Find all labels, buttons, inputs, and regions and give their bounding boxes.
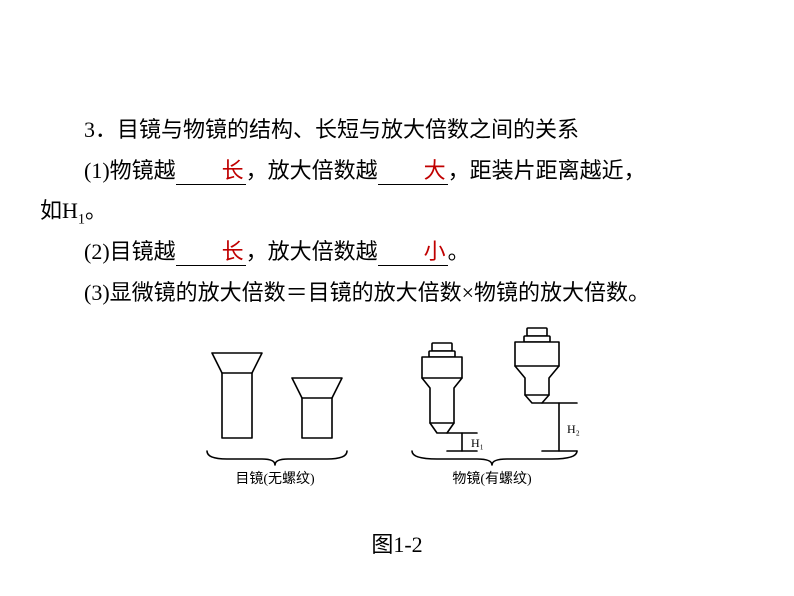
objective-group-label: 物镜(有螺纹) xyxy=(452,471,532,487)
microscope-lens-diagram: H₁ H₂ 目镜(无螺纹) 物镜(有螺纹) xyxy=(157,323,637,517)
blank-1: 长 xyxy=(222,158,244,183)
objective-bracket-icon xyxy=(412,451,577,465)
p3-text: (3)显微镜的放大倍数＝目镜的放大倍数×物镜的放大倍数。 xyxy=(84,280,650,305)
point-3-line: (3)显微镜的放大倍数＝目镜的放大倍数×物镜的放大倍数。 xyxy=(40,273,754,314)
diagram-svg: H₁ H₂ 目镜(无螺纹) 物镜(有螺纹) xyxy=(157,323,637,503)
point-1-tail: 如H1。 xyxy=(40,191,754,232)
blank-4: 小 xyxy=(424,239,446,264)
p1-suffix: ，距装片距离越近， xyxy=(448,158,646,183)
blank-3: 长 xyxy=(222,239,244,264)
p2-mid: ，放大倍数越 xyxy=(246,239,378,264)
p2-suffix: 。 xyxy=(448,239,470,264)
p1-tail-a: 如H xyxy=(40,198,78,223)
blank-2: 大 xyxy=(424,158,446,183)
p1-prefix: (1)物镜越 xyxy=(84,158,176,183)
document-content: 3．目镜与物镜的结构、长短与放大倍数之间的关系 (1)物镜越长，放大倍数越大，距… xyxy=(0,0,794,566)
p1-mid: ，放大倍数越 xyxy=(246,158,378,183)
point-2-line: (2)目镜越 长，放大倍数越 小。 xyxy=(40,232,754,273)
figure-caption: 图1-2 xyxy=(40,525,754,566)
eyepiece-group-label: 目镜(无螺纹) xyxy=(235,471,315,487)
objective-short-icon xyxy=(515,328,559,403)
figure-container: H₁ H₂ 目镜(无螺纹) 物镜(有螺纹) 图1-2 xyxy=(40,323,754,565)
h2-label: H₂ xyxy=(567,422,580,436)
p1-tail-b: 。 xyxy=(85,198,107,223)
h1-label: H₁ xyxy=(471,436,484,450)
eyepiece-bracket-icon xyxy=(207,451,347,465)
eyepiece-tall-icon xyxy=(212,353,262,438)
point-1-line: (1)物镜越 长，放大倍数越 大，距装片距离越近， xyxy=(40,151,754,192)
heading-text: 3．目镜与物镜的结构、长短与放大倍数之间的关系 xyxy=(84,117,579,142)
eyepiece-short-icon xyxy=(292,378,342,438)
heading-line: 3．目镜与物镜的结构、长短与放大倍数之间的关系 xyxy=(40,110,754,151)
p1-sub: 1 xyxy=(78,212,85,228)
p2-prefix: (2)目镜越 xyxy=(84,239,176,264)
objective-tall-icon xyxy=(422,343,462,433)
